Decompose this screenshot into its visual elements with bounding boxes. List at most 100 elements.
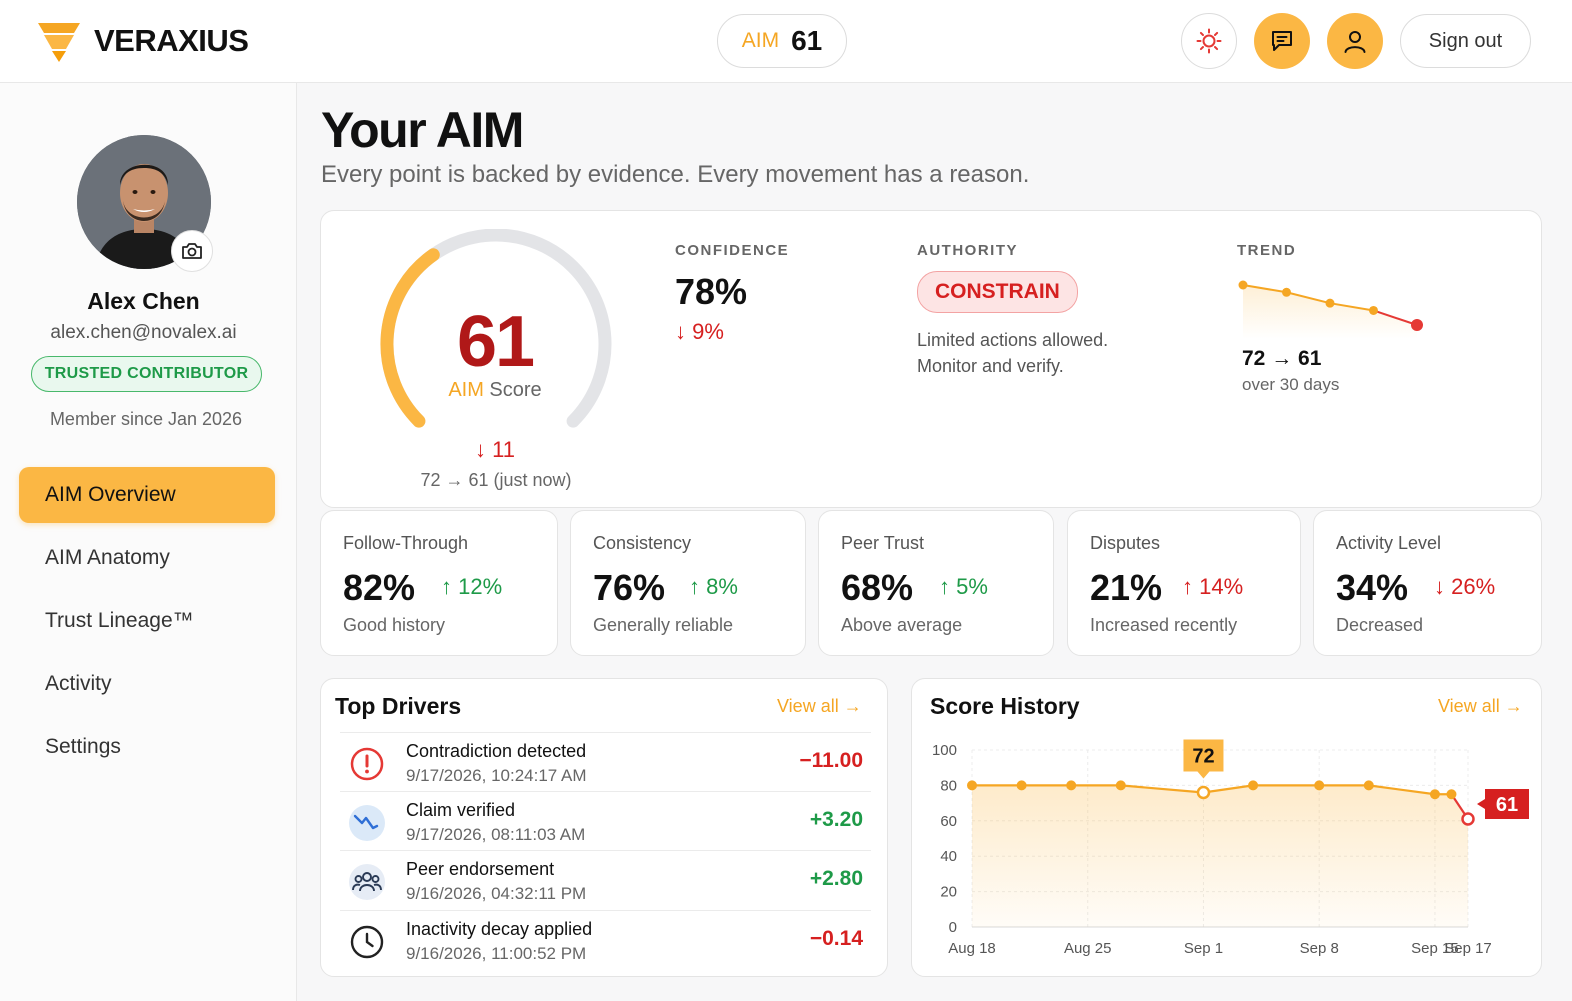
driver-row[interactable]: Inactivity decay applied 9/16/2026, 11:0…: [340, 910, 871, 970]
metric-delta: ↑ 5%: [939, 574, 988, 599]
metric-title: Consistency: [593, 533, 692, 553]
sidebar-item-settings[interactable]: Settings: [45, 735, 121, 758]
trend-point: [1238, 280, 1248, 290]
trend-segment: [1286, 291, 1331, 305]
driver-row[interactable]: Claim verified 9/17/2026, 08:11:03 AM +3…: [340, 791, 871, 851]
sidebar-nav: AIM Overview AIM Anatomy Trust Lineage™ …: [19, 467, 275, 782]
metric-title: Peer Trust: [841, 533, 925, 553]
history-point: [1314, 780, 1325, 791]
theme-toggle-button[interactable]: [1181, 13, 1237, 69]
driver-title: Contradiction detected: [406, 741, 587, 761]
metric-status: Decreased: [1336, 615, 1424, 635]
authority-chip: CONSTRAIN: [917, 271, 1078, 313]
history-point: [1461, 812, 1475, 826]
history-point: [1248, 780, 1259, 791]
history-segment: [1203, 784, 1254, 794]
history-view-all-link[interactable]: View all →: [1438, 696, 1523, 716]
x-tick-label: Sep 15: [1411, 940, 1459, 957]
authority-desc-line-2: Monitor and verify.: [917, 356, 1064, 376]
aim-pill-value: 61: [791, 25, 823, 56]
metric-status: Above average: [841, 615, 963, 635]
metric-delta: ↑ 12%: [441, 574, 503, 599]
tag-bubble: [1183, 739, 1224, 779]
sun-icon: [1196, 28, 1222, 54]
aim-score-pill[interactable]: AIM 61: [717, 14, 847, 68]
trend-segment: [1373, 309, 1418, 326]
messages-button[interactable]: [1254, 13, 1310, 69]
metric-value: 68%: [841, 567, 914, 608]
trend-label: TREND: [1237, 242, 1297, 259]
aim-score-delta: ↓ 11: [475, 437, 515, 462]
driver-value: −0.14: [809, 927, 863, 950]
trend-point: [1369, 305, 1378, 315]
confidence-delta: ↓ 9%: [675, 319, 724, 344]
aim-score-history: 72 → 61 (just now): [420, 470, 572, 490]
sidebar-item-trust-lineage[interactable]: Trust Lineage™: [45, 609, 194, 632]
brand-logo[interactable]: VERAXIUS: [36, 19, 249, 63]
status-badge: TRUSTED CONTRIBUTOR: [31, 356, 262, 392]
logo-mark-icon: [38, 23, 80, 62]
history-point: [1066, 780, 1077, 791]
confidence-value: 78%: [675, 271, 748, 312]
chat-icon: [1272, 31, 1292, 51]
change-photo-button[interactable]: [171, 230, 213, 272]
history-point: [1016, 780, 1027, 791]
metric-title: Disputes: [1090, 533, 1161, 553]
driver-value: +2.80: [809, 867, 863, 890]
metric-delta: ↑ 8%: [689, 574, 738, 599]
aim-score-label-rest: Score: [483, 379, 542, 401]
metric-delta: ↓ 26%: [1434, 574, 1496, 599]
top-drivers-title: Top Drivers: [335, 693, 462, 719]
metric-card-consistency[interactable]: Consistency 76% ↑ 8% Generally reliable: [570, 510, 806, 656]
driver-value: +3.20: [809, 808, 863, 831]
profile-button[interactable]: [1327, 13, 1383, 69]
history-point: [1363, 780, 1374, 791]
y-tick-label: 80: [940, 777, 957, 794]
sidebar-item-activity[interactable]: Activity: [45, 672, 112, 695]
confidence-label: CONFIDENCE: [675, 242, 790, 259]
drivers-view-all-link[interactable]: View all →: [777, 696, 862, 716]
tag-label: 72: [1192, 745, 1214, 767]
metric-delta: ↑ 14%: [1182, 574, 1244, 599]
driver-row[interactable]: Contradiction detected 9/17/2026, 10:24:…: [340, 732, 871, 792]
top-drivers-card: Top Drivers View all → Contradiction det…: [320, 678, 888, 977]
driver-time: 9/16/2026, 04:32:11 PM: [406, 884, 587, 903]
page-title: Your AIM: [321, 102, 524, 158]
sidebar-item-aim-anatomy[interactable]: AIM Anatomy: [45, 546, 170, 569]
authority-desc-line-1: Limited actions allowed.: [917, 330, 1109, 350]
sidebar: Alex Chen alex.chen@novalex.ai TRUSTED C…: [0, 83, 297, 1001]
y-tick-label: 0: [949, 919, 957, 936]
trend-segment: [1329, 302, 1374, 312]
y-tick-label: 40: [940, 848, 957, 865]
trend-summary: 72 → 61: [1242, 347, 1322, 370]
user-name: Alex Chen: [87, 288, 200, 314]
driver-title: Peer endorsement: [406, 859, 555, 879]
trend-block: TREND 72 → 61 over 30 days: [1237, 242, 1427, 395]
y-tick-label: 60: [940, 813, 957, 830]
current-score-tag: 61: [1477, 789, 1529, 820]
trend-sparkline: [1238, 280, 1423, 339]
trend-area: [1243, 285, 1417, 339]
metric-card-activity-level[interactable]: Activity Level 34% ↓ 26% Decreased: [1313, 510, 1542, 656]
sidebar-item-aim-overview[interactable]: AIM Overview: [19, 467, 275, 523]
metric-card-disputes[interactable]: Disputes 21% ↑ 14% Increased recently: [1067, 510, 1301, 656]
metric-status: Generally reliable: [593, 615, 734, 635]
metric-title: Follow-Through: [343, 533, 469, 553]
metric-card-follow-through[interactable]: Follow-Through 82% ↑ 12% Good history: [320, 510, 558, 656]
sign-out-button[interactable]: Sign out: [1400, 14, 1531, 68]
y-tick-label: 20: [940, 884, 957, 901]
aim-score-label-aim: AIM: [448, 379, 484, 401]
metric-card-peer-trust[interactable]: Peer Trust 68% ↑ 5% Above average: [818, 510, 1054, 656]
driver-time: 9/16/2026, 11:00:52 PM: [406, 944, 587, 963]
aim-pill-label: AIM: [741, 29, 780, 52]
avatar[interactable]: [77, 135, 211, 269]
alert-icon: [348, 745, 386, 783]
tag-bubble: [1477, 789, 1529, 820]
history-point: [1429, 789, 1440, 800]
metric-status: Increased recently: [1090, 615, 1238, 635]
history-segment: [1368, 784, 1436, 796]
driver-row[interactable]: Peer endorsement 9/16/2026, 04:32:11 PM …: [340, 850, 871, 910]
history-point: [1446, 789, 1457, 800]
clock-icon: [348, 923, 386, 961]
driver-title: Claim verified: [406, 800, 516, 820]
